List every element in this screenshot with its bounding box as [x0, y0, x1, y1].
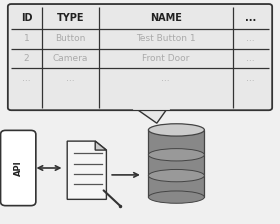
- FancyBboxPatch shape: [8, 4, 272, 110]
- Text: TYPE: TYPE: [57, 13, 84, 23]
- Text: ...: ...: [66, 73, 75, 82]
- Text: 1: 1: [24, 34, 29, 43]
- Polygon shape: [134, 108, 168, 123]
- Text: Test Button 1: Test Button 1: [136, 34, 195, 43]
- Text: 2: 2: [24, 54, 29, 63]
- Text: ...: ...: [245, 13, 256, 23]
- Ellipse shape: [148, 169, 204, 182]
- Text: ID: ID: [21, 13, 32, 23]
- FancyBboxPatch shape: [1, 130, 36, 206]
- Text: API: API: [14, 160, 23, 176]
- Ellipse shape: [148, 124, 204, 136]
- Text: ...: ...: [162, 73, 170, 82]
- Ellipse shape: [148, 149, 204, 161]
- Polygon shape: [148, 130, 204, 197]
- Text: Front Door: Front Door: [142, 54, 190, 63]
- Polygon shape: [95, 141, 106, 150]
- Text: ...: ...: [246, 34, 255, 43]
- Text: Camera: Camera: [53, 54, 88, 63]
- Polygon shape: [67, 141, 106, 199]
- Ellipse shape: [148, 191, 204, 203]
- Text: NAME: NAME: [150, 13, 182, 23]
- Text: ...: ...: [246, 54, 255, 63]
- Text: Button: Button: [55, 34, 86, 43]
- Text: ...: ...: [246, 73, 255, 82]
- Text: ...: ...: [22, 73, 31, 82]
